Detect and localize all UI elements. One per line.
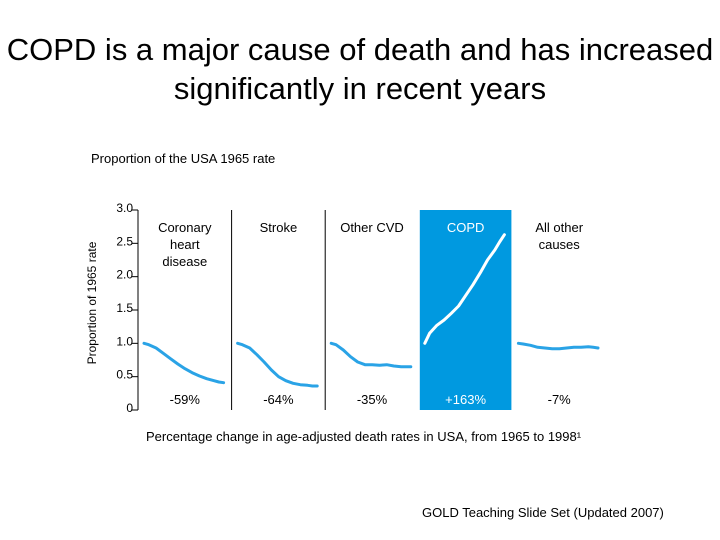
panel-label-other-cvd: Other CVD [340,220,404,235]
y-tick-label: 0.5 [116,368,133,382]
panel-label-stroke: Stroke [260,220,298,235]
series-line-stroke [236,341,319,388]
y-tick-label: 0 [126,401,133,415]
slide-title: COPD is a major cause of death and has i… [6,32,714,106]
change-label-copd: +163% [445,392,486,407]
series-line-all-other-causes [516,341,600,351]
series-line-coronary-heart-disease [142,341,226,385]
y-tick-label: 2.0 [116,268,133,282]
y-tick-label: 3.0 [116,201,133,215]
y-tick-label: 2.5 [116,234,133,248]
series-line-other-cvd [329,341,413,369]
change-label-coronary-heart-disease: -59% [170,392,201,407]
x-axis-caption: Percentage change in age-adjusted death … [146,429,582,444]
chart-subtitle: Proportion of the USA 1965 rate [91,151,276,166]
panel-label-coronary-heart-disease: Coronary heart disease [158,220,212,269]
y-tick-label: 1.0 [116,334,133,348]
change-label-stroke: -64% [263,392,294,407]
panel-label-all-other-causes: All other causes [535,220,583,252]
source-credit: GOLD Teaching Slide Set (Updated 2007) [422,505,664,520]
panel-label-copd: COPD [447,220,485,235]
change-label-all-other-causes: -7% [548,392,572,407]
copd-highlight-band [419,210,512,410]
change-label-other-cvd: -35% [357,392,388,407]
series-line-copd [423,233,506,345]
y-tick-label: 1.5 [116,301,133,315]
